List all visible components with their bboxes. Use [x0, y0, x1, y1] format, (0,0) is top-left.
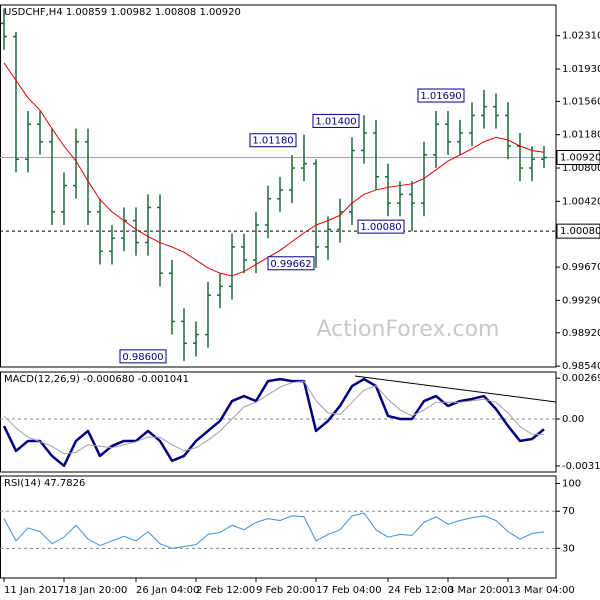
panel-frame — [0, 475, 557, 579]
annotation-box — [417, 88, 465, 103]
x-tick-label: 11 Jan 2017 — [4, 585, 64, 596]
panel-frame — [0, 371, 557, 473]
x-tick-label: 3 Mar 20:00 — [448, 585, 508, 596]
annotation-label: 0.99662 — [270, 259, 311, 270]
y-tick-label: 70 — [562, 506, 575, 517]
x-tick-label: 13 Mar 04:00 — [508, 585, 575, 596]
y-tick-label: 1.01180 — [562, 130, 600, 141]
y-tick-label: 1.00800 — [562, 163, 600, 174]
indicator-line — [2, 377, 545, 468]
x-tick-label: 26 Jan 04:00 — [136, 585, 199, 596]
annotation-label: 0.98600 — [122, 352, 163, 363]
annotation-label: 1.01690 — [420, 91, 461, 102]
y-tick-label: 0.98920 — [562, 328, 600, 339]
x-tick-label: 9 Feb 20:00 — [256, 585, 315, 596]
x-tick-label: 18 Jan 20:00 — [64, 585, 127, 596]
y-tick-label: 0.98540 — [562, 361, 600, 372]
annotation-label: 1.01400 — [315, 116, 356, 127]
indicator-line — [3, 62, 545, 277]
y-tick-label: 100 — [562, 478, 581, 489]
panel-title: MACD(12,26,9) -0.000680 -0.001041 — [4, 374, 189, 385]
trend-line — [354, 375, 557, 403]
y-tick-label: -0.003102 — [562, 461, 600, 472]
y-tick-label: 0.00 — [562, 414, 584, 425]
axis-price-box — [556, 223, 600, 239]
y-tick-label: 1.01560 — [562, 96, 600, 107]
axis-price-box — [556, 150, 600, 166]
y-tick-label: 1.01930 — [562, 64, 600, 75]
panel-frame — [0, 4, 557, 368]
indicator-line — [3, 512, 545, 549]
annotation-box — [357, 219, 405, 234]
axis-price-label: 1.00920 — [560, 153, 600, 164]
annotation-box — [119, 349, 167, 364]
annotation-label: 1.00080 — [360, 222, 401, 233]
indicator-line — [3, 380, 545, 455]
annotation-box — [249, 133, 297, 148]
x-tick-label: 17 Feb 04:00 — [316, 585, 382, 596]
x-tick-label: 24 Feb 12:00 — [388, 585, 454, 596]
y-tick-label: 0.002691 — [562, 373, 600, 384]
panel-title: RSI(14) 47.7826 — [4, 478, 85, 489]
axis-price-label: 1.00080 — [560, 226, 600, 237]
panel-title: USDCHF,H4 1.00859 1.00982 1.00808 1.0092… — [4, 7, 241, 18]
y-tick-label: 0.99670 — [562, 262, 600, 273]
x-tick-label: 2 Feb 12:00 — [196, 585, 255, 596]
annotation-label: 1.01180 — [252, 136, 293, 147]
watermark: ActionForex.com — [317, 317, 500, 342]
y-tick-label: 30 — [562, 543, 575, 554]
annotation-box — [312, 113, 360, 128]
y-tick-label: 1.00420 — [562, 196, 600, 207]
y-tick-label: 1.02310 — [562, 31, 600, 42]
y-tick-label: 0.99290 — [562, 295, 600, 306]
annotation-box — [267, 256, 315, 271]
